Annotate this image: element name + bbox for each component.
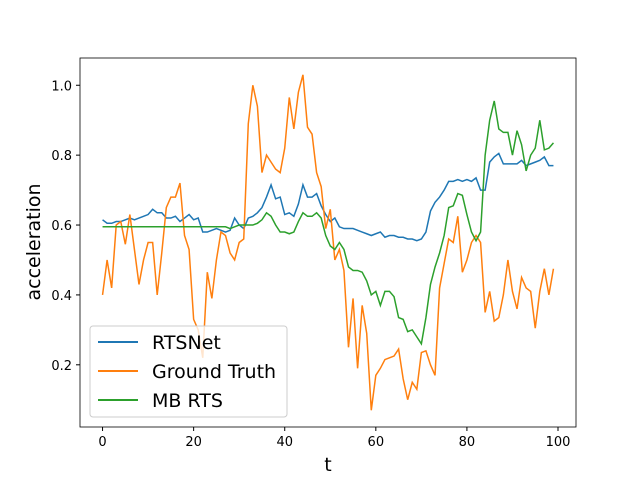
x-tick-label: 20: [185, 435, 202, 450]
x-tick-label: 60: [368, 435, 385, 450]
y-tick-label: 0.2: [51, 359, 72, 374]
y-axis-label: acceleration: [23, 183, 45, 300]
x-tick-label: 100: [546, 435, 571, 450]
y-tick-label: 0.4: [51, 289, 72, 304]
legend-label: RTSNet: [152, 332, 221, 354]
x-axis-label: t: [324, 454, 331, 476]
x-tick-label: 40: [276, 435, 293, 450]
y-tick-label: 1.0: [51, 79, 72, 94]
y-tick-label: 0.6: [51, 219, 72, 234]
legend-label: Ground Truth: [152, 361, 276, 383]
series-line: [102, 100, 555, 346]
x-tick-label: 80: [459, 435, 476, 450]
x-tick-label: 0: [98, 435, 106, 450]
legend-box: [89, 325, 288, 418]
plot-frame: [79, 57, 577, 428]
y-tick-label: 0.8: [51, 149, 72, 164]
legend-label: MB RTS: [152, 390, 223, 412]
series-line: [101, 74, 555, 411]
